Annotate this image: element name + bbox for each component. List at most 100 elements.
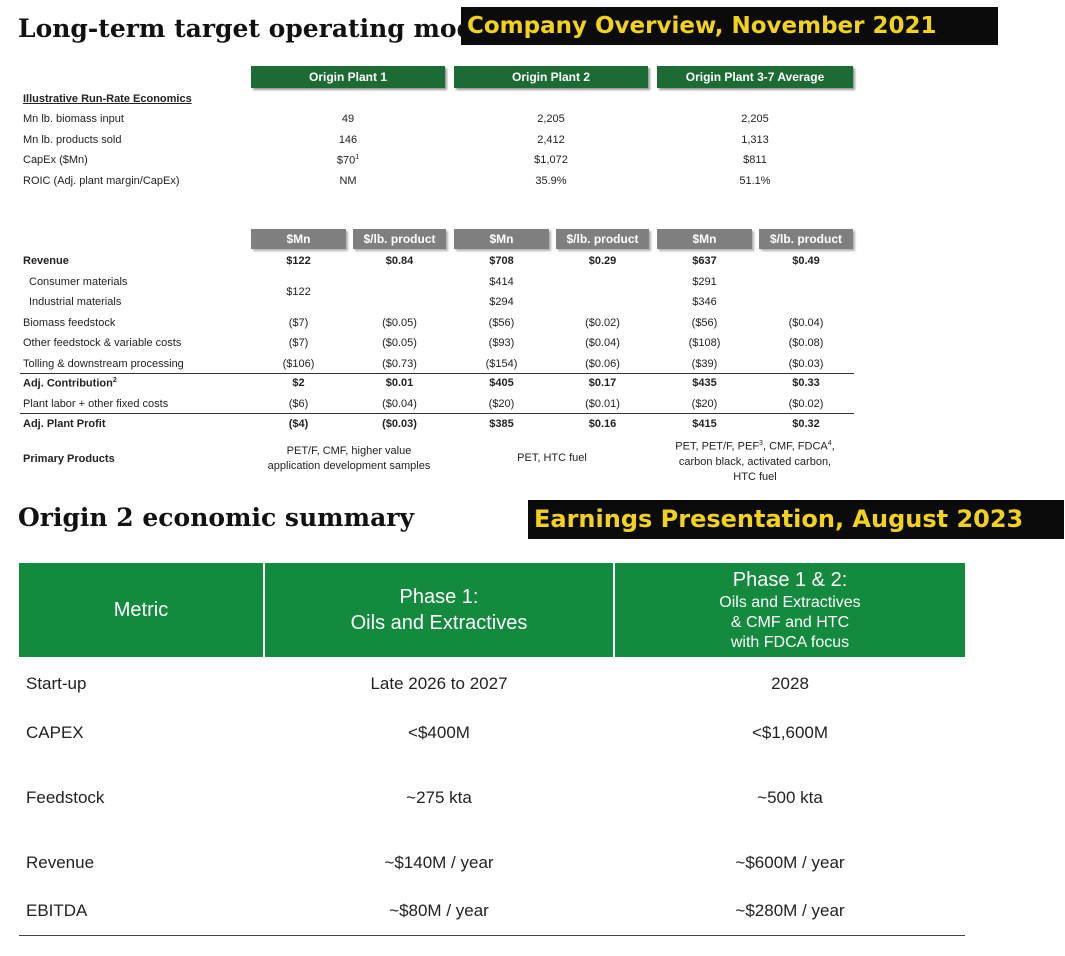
sub-header-perlb-3: $/lb. product <box>759 229 853 249</box>
o2-metric-capex: CAPEX <box>26 723 84 742</box>
o2-metric-ebitda: EBITDA <box>26 901 88 920</box>
cell: 2,412 <box>537 134 565 146</box>
cell: ($4) <box>288 418 309 430</box>
cell: ~275 kta <box>406 788 472 807</box>
top-title: Long-term target operating model <box>18 14 500 43</box>
cell: ~$80M / year <box>389 901 489 920</box>
cell: $414 <box>489 276 514 288</box>
cell: 146 <box>338 134 358 146</box>
products-plant-2: PET, HTC fuel <box>517 452 587 464</box>
cell: $0.33 <box>792 377 820 389</box>
cell: ($20) <box>691 398 718 410</box>
cell: $0.16 <box>588 418 617 430</box>
cell: $0.17 <box>588 377 617 389</box>
cell: ~$280M / year <box>735 901 845 920</box>
cell: 49 <box>341 113 355 125</box>
cell: ~500 kta <box>757 788 823 807</box>
footnote-1: 1 <box>355 154 360 161</box>
run-rate-heading: Illustrative Run-Rate Economics <box>23 93 192 105</box>
row-label-primary-products: Primary Products <box>23 453 115 465</box>
cell: ~$600M / year <box>735 853 845 872</box>
cell: ($7) <box>288 337 309 349</box>
cell: 2,205 <box>741 113 769 125</box>
plant-header-2: Origin Plant 2 <box>454 66 648 88</box>
cell: Late 2026 to 2027 <box>370 674 508 693</box>
cell: ($0.04) <box>788 317 824 329</box>
cell: ($0.05) <box>382 317 417 329</box>
cell: $291 <box>692 276 717 288</box>
header-phase1: Phase 1: Oils and Extractives <box>265 563 613 657</box>
sub-header-perlb-2: $/lb. product <box>556 229 649 249</box>
cell: $346 <box>692 296 717 308</box>
products-plant-3: PET, PET/F, PEF3, CMF, FDCA4, carbon bla… <box>675 440 835 483</box>
cell: 2028 <box>771 674 809 693</box>
row-label-adj-plant-profit: Adj. Plant Profit <box>23 418 106 430</box>
plant-header-3: Origin Plant 3-7 Average <box>657 66 853 88</box>
cell: <$400M <box>408 723 470 742</box>
cell: 51.1% <box>739 175 771 187</box>
row-label-industrial: Industrial materials <box>29 296 122 308</box>
sub-header-mn-1: $Mn <box>251 229 346 249</box>
cell: ($0.05) <box>382 337 417 349</box>
cell: 1,313 <box>741 134 769 146</box>
cell: ($93) <box>488 337 515 349</box>
header-metric: Metric <box>19 563 263 657</box>
cell: $122 <box>286 255 311 267</box>
cell: $811 <box>743 154 767 166</box>
cell: ($7) <box>288 317 309 329</box>
cell: $701 <box>336 154 360 167</box>
cell: ($108) <box>688 337 721 349</box>
cell: 35.9% <box>535 175 567 187</box>
cell: ($0.03) <box>382 418 417 430</box>
o2-metric-startup: Start-up <box>26 674 87 693</box>
row-label-capex: CapEx ($Mn) <box>23 154 88 166</box>
cell: $0.49 <box>792 255 820 267</box>
cell: <$1,600M <box>751 723 829 742</box>
row-label-other-feedstock: Other feedstock & variable costs <box>23 337 182 349</box>
cell: ($0.04) <box>382 398 417 410</box>
cell: $0.32 <box>792 418 820 430</box>
cell: $122 <box>286 286 311 298</box>
footnote-2: 2 <box>112 377 117 384</box>
cell: ($0.03) <box>788 358 824 370</box>
cell: ($0.06) <box>585 358 620 370</box>
o2-metric-feedstock: Feedstock <box>26 788 105 807</box>
row-label-adj-contribution: Adj. Contribution2 <box>23 377 117 390</box>
cell: ($106) <box>282 358 315 370</box>
o2-metric-revenue: Revenue <box>26 853 95 872</box>
cell: ($0.02) <box>788 398 824 410</box>
row-label-revenue: Revenue <box>23 255 69 267</box>
row-label-biomass-input: Mn lb. biomass input <box>23 113 124 125</box>
cell: $405 <box>489 377 514 389</box>
cell: ($0.73) <box>382 358 417 370</box>
cell: ($39) <box>691 358 718 370</box>
origin2-banner: Earnings Presentation, August 2023 <box>528 500 1064 539</box>
cell: $435 <box>692 377 717 389</box>
cell: $0.84 <box>385 255 414 267</box>
cell: ($6) <box>288 398 309 410</box>
row-label-consumer: Consumer materials <box>29 276 128 288</box>
cell: $637 <box>692 255 717 267</box>
cell: ($0.08) <box>788 337 824 349</box>
cell: ($0.04) <box>585 337 620 349</box>
cell: 2,205 <box>537 113 565 125</box>
cell: $415 <box>692 418 717 430</box>
cell: ($56) <box>488 317 515 329</box>
row-label-tolling: Tolling & downstream processing <box>23 358 184 370</box>
row-label-plant-labor: Plant labor + other fixed costs <box>23 398 169 410</box>
row-label-roic: ROIC (Adj. plant margin/CapEx) <box>23 175 180 187</box>
bottom-divider <box>19 935 965 936</box>
divider <box>20 413 854 414</box>
cell: $1,072 <box>534 154 568 166</box>
products-plant-1: PET/F, CMF, higher value application dev… <box>267 445 431 472</box>
header-phase12: Phase 1 & 2: Oils and Extractives & CMF … <box>615 563 965 657</box>
plant-header-1: Origin Plant 1 <box>251 66 445 88</box>
cell: ($0.02) <box>585 317 620 329</box>
cell: $2 <box>292 377 305 389</box>
row-label-products-sold: Mn lb. products sold <box>23 134 122 146</box>
cell: ~$140M / year <box>384 853 494 872</box>
cell: ($20) <box>488 398 515 410</box>
row-label-biomass-feedstock: Biomass feedstock <box>23 317 116 329</box>
cell: ($56) <box>691 317 718 329</box>
cell: $385 <box>489 418 514 430</box>
